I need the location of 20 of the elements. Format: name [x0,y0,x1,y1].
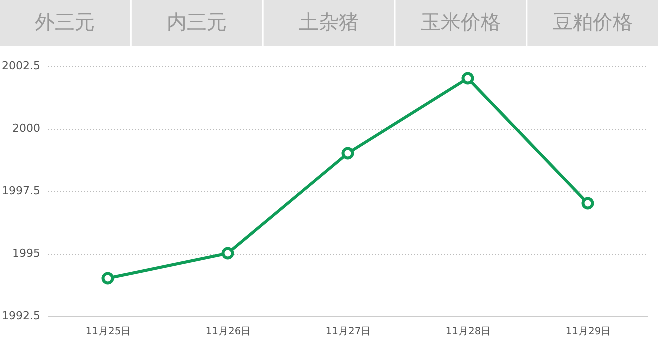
y-tick-label: 1995 [12,247,40,260]
point [102,272,114,285]
text: 土杂猪 [299,10,359,34]
x-tick-label: 11月26日 [206,326,252,338]
x-tick-label: 11月29日 [566,326,612,338]
y-tick-label: 2000 [12,122,40,135]
text: 外三元 [35,10,96,34]
x-tick-label: 11月27日 [326,326,372,338]
y-tick-label: 2002.5 [2,60,40,72]
point [342,147,354,160]
x-tick-label: 11月25日 [86,326,132,338]
point [222,247,234,260]
text: 内三元 [167,10,228,34]
point [462,72,474,85]
y-tick-label: 1992.5 [2,310,40,322]
point [582,197,594,210]
text: 豆粕价格 [552,10,633,34]
y-tick-label: 1997.5 [2,184,40,198]
text: 玉米价格 [420,10,501,34]
x-tick-label: 11月28日 [446,326,492,338]
